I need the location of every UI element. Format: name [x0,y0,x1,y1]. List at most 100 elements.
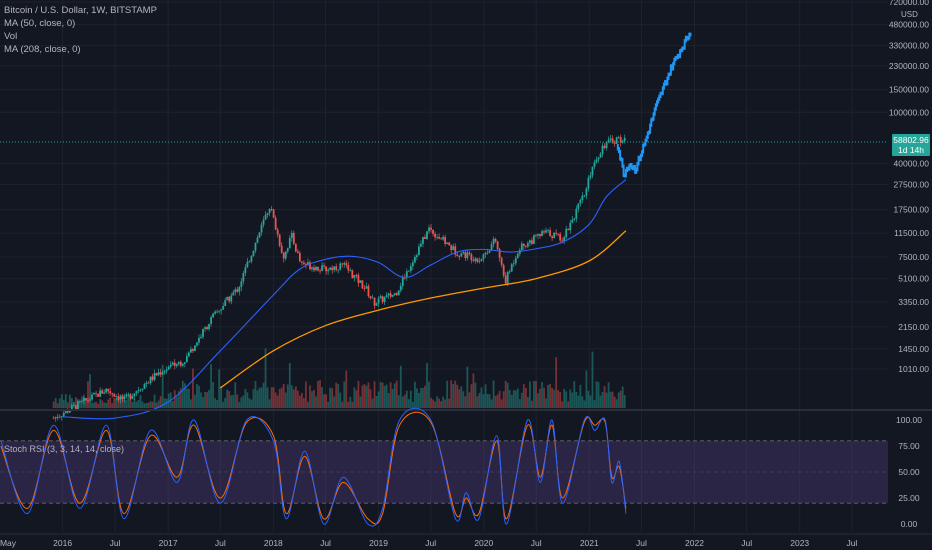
volume-bar [309,385,311,408]
candle-body [198,337,200,343]
candle-body [216,311,219,313]
candle-body [492,238,495,245]
volume-bar [266,387,269,408]
volume-bar [547,384,549,408]
volume-bar [179,388,182,408]
volume-bar [496,394,499,408]
volume-bar [373,381,376,408]
pane-divider[interactable] [0,409,932,411]
price-tick-label: 17500.00 [894,205,930,215]
candle-body [218,310,221,312]
candle-body [565,228,568,238]
legend-symbol[interactable]: Bitcoin / U.S. Dollar, 1W, BITSTAMP [4,5,157,16]
candle-body [563,237,566,241]
price-tick-label: 230000.00 [889,61,929,71]
candle-body [569,222,572,231]
candle-body [571,219,574,223]
volume-bar [446,380,449,408]
candle-body [543,231,545,233]
volume-bar [605,392,608,408]
candle-body [278,234,281,246]
candle-body [422,237,424,244]
candle-body [583,195,586,197]
price-tick-label: 2150.00 [898,322,929,332]
candle-body [383,297,386,302]
volume-bar [177,391,180,408]
volume-bar [250,399,253,408]
candle-body [363,288,366,290]
candle-body [500,257,503,266]
volume-bar [531,400,533,408]
projection-bar [658,94,661,101]
volume-bar [107,399,110,408]
candle-body [79,401,81,403]
volume-bars [52,348,626,408]
candle-body [399,285,402,291]
volume-bar [484,384,487,408]
ma50-line [62,179,627,420]
candle-body [482,254,485,260]
candle-body [307,262,309,265]
candle-body [452,246,455,251]
candle-body [458,255,461,257]
candle-body [462,252,465,254]
candle-body [551,236,553,239]
candle-body [315,266,317,271]
volume-bar [280,387,283,408]
candle-body [561,240,564,242]
volume-bar [224,397,227,408]
volume-bar [575,391,578,408]
candle-body [234,289,237,293]
candle-body [111,393,114,395]
volume-bar [327,401,330,408]
candle-body [409,266,412,271]
candle-body [58,416,61,418]
volume-bar [397,395,400,408]
candle-body [407,270,410,272]
projection-bar [639,153,642,162]
volume-bar [276,395,279,408]
volume-bar [262,382,265,408]
volume-bar [387,393,390,408]
candle-body [577,203,580,209]
volume-bar [317,380,319,408]
volume-bar [58,398,61,408]
legend-ma50[interactable]: MA (50, close, 0) [4,18,76,29]
candle-body [603,145,606,148]
projection-bar [627,166,630,171]
volume-bar [234,382,237,408]
volume-bar [282,383,285,408]
time-axis[interactable]: May 2016 Jul 2017 Jul 2018 Jul 2019 Jul 2020 Jul 20… [0,533,932,550]
volume-bar [407,399,410,408]
candle-body [62,413,65,417]
candle-body [504,275,507,284]
volume-bar [159,396,162,408]
candle-body [484,252,487,255]
candle-body [288,237,291,249]
candle-body [149,376,152,384]
price-tick-label: 3350.00 [898,297,929,307]
price-tick-label: 1010.00 [898,364,929,374]
volume-bar [621,386,624,408]
candle-body [60,416,63,418]
candle-body [381,296,384,302]
candle-body [77,401,79,410]
stoch-rsi-title[interactable]: Stoch RSI (3, 3, 14, 14, close) [4,444,125,454]
legend-ma208[interactable]: MA (208, close, 0) [4,44,81,55]
stoch-rsi-k-line [0,407,627,527]
legend-vol[interactable]: Vol [4,31,18,42]
candle-body [311,267,313,270]
candle-body [454,246,457,255]
projection-bar [636,161,639,172]
candle-body [347,265,350,271]
volume-bar [284,392,287,408]
candle-body [105,388,108,393]
candle-body [165,369,168,372]
projection-bar [621,158,624,168]
candle-body [373,297,376,306]
candle-body [109,391,112,394]
candle-body [549,230,551,237]
candle-body [224,300,227,307]
